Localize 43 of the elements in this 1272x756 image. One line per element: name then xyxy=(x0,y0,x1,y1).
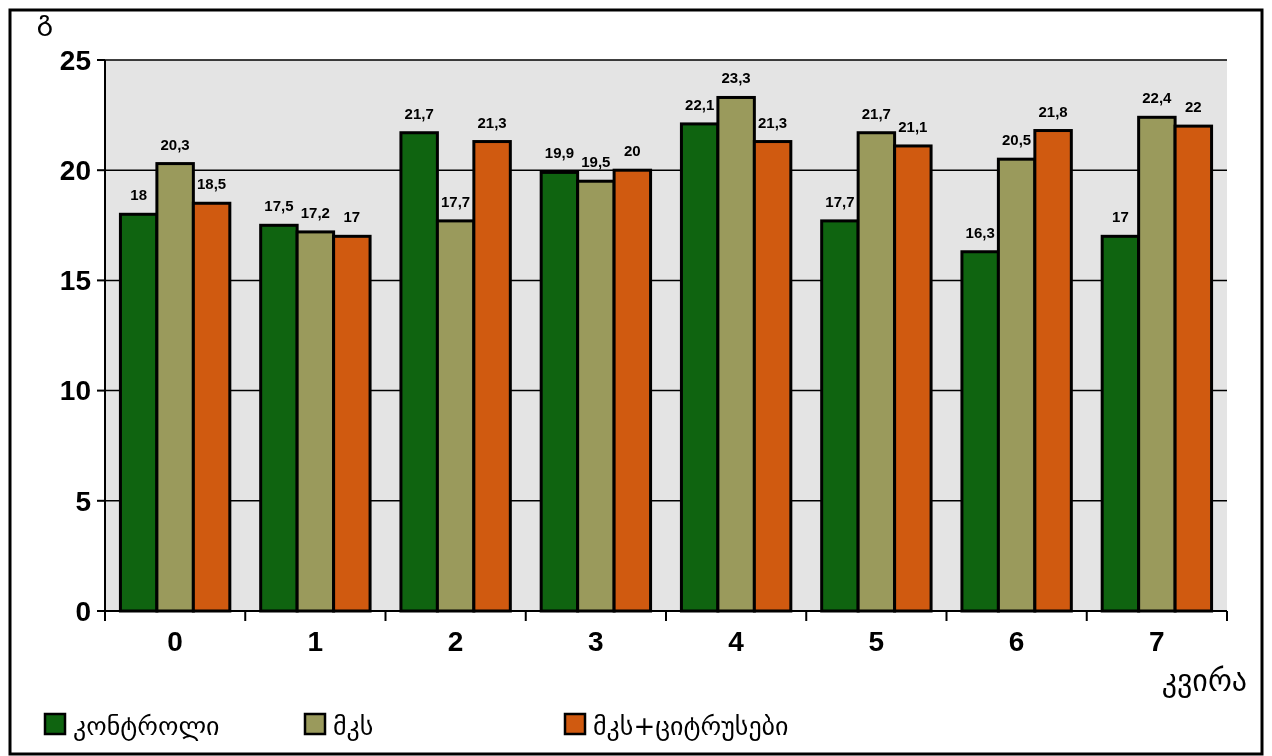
x-tick-label: 6 xyxy=(1008,626,1025,657)
x-tick-label: 5 xyxy=(868,626,885,657)
data-label: 21,7 xyxy=(861,104,891,122)
data-label: 21,8 xyxy=(1038,102,1068,120)
data-label: 22 xyxy=(1185,98,1202,116)
x-axis-title: კვირა xyxy=(1161,663,1247,698)
y-tick-label: 0 xyxy=(75,595,91,627)
data-label: 20,3 xyxy=(160,135,190,153)
data-label: 17 xyxy=(1112,208,1129,226)
data-label: 17,7 xyxy=(825,192,855,210)
x-tick-label: 0 xyxy=(167,626,183,657)
legend-label: მკს xyxy=(333,711,374,742)
legend-label: მკს+ციტრუსები xyxy=(593,711,789,742)
data-label: 21,1 xyxy=(898,117,928,135)
data-label: 21,7 xyxy=(404,104,434,122)
x-tick-label: 4 xyxy=(728,626,745,657)
x-tick-label: 1 xyxy=(307,626,324,657)
data-label: 17 xyxy=(343,208,361,226)
y-tick-label: 10 xyxy=(59,375,91,407)
data-label: 21,3 xyxy=(757,113,788,131)
data-label: 17,2 xyxy=(300,203,330,221)
y-tick-label: 15 xyxy=(59,265,91,297)
y-tick-label: 20 xyxy=(59,155,91,186)
y-axis-title: გ xyxy=(36,4,54,37)
data-label: 20,5 xyxy=(1002,131,1032,149)
data-label: 16,3 xyxy=(965,223,995,241)
data-label: 17,7 xyxy=(441,192,471,210)
data-label: 20 xyxy=(624,142,641,160)
data-label: 23,3 xyxy=(721,69,751,87)
x-tick-label: 2 xyxy=(447,626,464,657)
data-label: 19,9 xyxy=(544,144,575,162)
data-label: 18,5 xyxy=(196,175,227,193)
data-label: 22,4 xyxy=(1142,89,1173,107)
y-tick-label: 25 xyxy=(59,44,91,76)
x-tick-label: 3 xyxy=(588,626,604,657)
data-label: 22,1 xyxy=(685,95,715,113)
data-label: 18 xyxy=(130,186,147,204)
data-label: 21,3 xyxy=(477,113,507,131)
y-tick-label: 5 xyxy=(75,485,91,517)
x-tick-label: 7 xyxy=(1149,626,1165,657)
legend-label: კონტროლი xyxy=(73,711,220,742)
data-label: 17,5 xyxy=(264,197,294,215)
data-label: 19,5 xyxy=(581,153,611,171)
